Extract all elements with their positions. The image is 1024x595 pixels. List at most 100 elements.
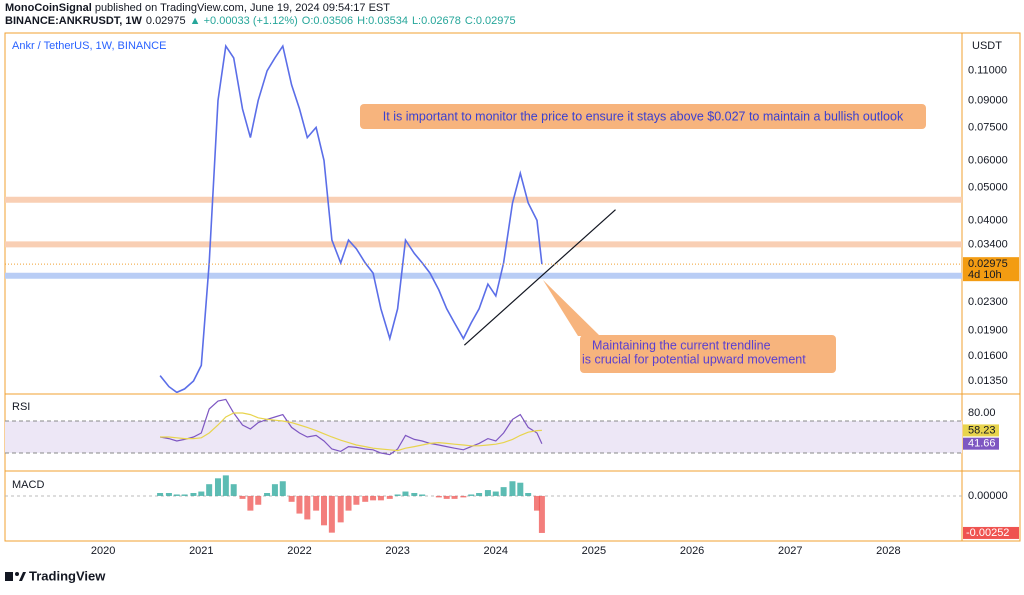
x-tick-label: 2024 (484, 545, 508, 557)
rsi-value-label: 58.23 (968, 424, 996, 436)
annotation: Maintaining the current trendline (592, 338, 771, 352)
macd-bar (484, 490, 491, 496)
y-tick-label: 0.00000 (968, 490, 1008, 502)
logo-text: TradingView (29, 568, 106, 583)
last: 0.02975 (146, 15, 186, 27)
macd-bar (377, 495, 384, 501)
macd-bar (288, 495, 295, 502)
y-tick-label: 0.11000 (968, 65, 1007, 77)
macd-bar (468, 494, 475, 496)
y-tick-label: 0.02300 (968, 296, 1008, 308)
macd-bar (370, 495, 377, 501)
countdown: 4d 10h (968, 269, 1002, 281)
annotation-pointer (543, 280, 600, 336)
macd-value-box (963, 526, 1019, 539)
header-line: MonoCoinSignal published on TradingView.… (5, 2, 390, 14)
macd-bar (313, 495, 320, 511)
logo (5, 572, 26, 581)
macd-value-label: -0.00252 (966, 527, 1009, 539)
macd-bar (538, 495, 545, 533)
pane-title: Ankr / TetherUS, 1W, BINANCE (12, 40, 166, 52)
y-tick-label: 0.04000 (968, 214, 1008, 226)
macd-bar (525, 493, 532, 496)
macd-bar (165, 493, 172, 496)
y-tick-label: 0.06000 (968, 154, 1008, 166)
macd-bar (411, 493, 418, 496)
macd-bar (460, 495, 467, 498)
macd-bar (173, 494, 180, 496)
macd-bar (517, 482, 524, 496)
y-tick-label: 0.01350 (968, 375, 1008, 387)
macd-bar (198, 491, 205, 496)
annotation: It is important to monitor the price to … (383, 109, 904, 123)
macd-bar (353, 495, 360, 505)
macd-bar (533, 495, 540, 511)
rsi-band (5, 421, 962, 453)
annotation-box (580, 335, 836, 373)
header-line: BINANCE:ANKRUSDT, 1W 0.02975 ▲ +0.00033 (+… (5, 15, 516, 27)
x-tick-label: 2026 (680, 545, 704, 557)
y-tick-label: 0.05000 (968, 181, 1008, 193)
price-pane (5, 43, 962, 393)
macd-bar (394, 494, 401, 496)
macd-bar (279, 481, 286, 496)
chart-frame (4, 32, 1021, 542)
x-tick-label: 2028 (876, 545, 900, 557)
x-tick-label: 2027 (778, 545, 802, 557)
macd-bar (345, 495, 352, 511)
rsi-value-box (963, 437, 999, 450)
macd-bar (500, 487, 507, 496)
pane-title: MACD (12, 479, 44, 491)
y-tick-label: 0.01600 (968, 350, 1008, 362)
macd-bar (321, 495, 327, 526)
macd-bar (443, 495, 450, 499)
rsi-value-label: 41.66 (968, 438, 996, 450)
open: O:0.03506 (302, 15, 353, 27)
change: ▲ +0.00033 (+1.12%) (190, 15, 298, 27)
axis-unit: USDT (972, 40, 1002, 52)
macd-bar (206, 484, 213, 496)
symbol: BINANCE:ANKRUSDT, 1W (5, 15, 143, 27)
macd-bar (296, 495, 303, 514)
macd-bar (230, 484, 237, 496)
x-tick-label: 2022 (287, 545, 311, 557)
macd-bar (222, 475, 229, 496)
price-line (159, 43, 543, 393)
x-tick-label: 2021 (189, 545, 213, 557)
y-tick-label: 0.09000 (968, 94, 1008, 106)
macd-bar (419, 494, 426, 496)
annotation-box (360, 104, 926, 129)
macd-bar (181, 494, 188, 496)
macd-bar (402, 491, 409, 496)
macd-bar (247, 495, 254, 511)
macd-bar (492, 491, 499, 496)
macd-bar (435, 495, 442, 498)
macd-bar (362, 495, 369, 502)
macd-bar (337, 495, 344, 523)
high: H:0.03534 (357, 15, 408, 27)
macd-bar (509, 481, 516, 496)
y-tick-label: 80.00 (968, 407, 996, 419)
macd-bar (328, 495, 335, 533)
y-tick-label: 0.03400 (968, 238, 1008, 250)
macd-bar (476, 493, 483, 496)
pane-title: RSI (12, 401, 30, 413)
x-tick-label: 2020 (91, 545, 115, 557)
last-price-box (963, 257, 1019, 282)
macd-bar (386, 495, 393, 499)
rsi-line (160, 412, 542, 452)
trendline (463, 209, 616, 346)
rsi-value-box (963, 424, 999, 437)
macd-bar (264, 493, 271, 496)
macd-bar (255, 495, 262, 505)
author: MonoCoinSignal (5, 2, 92, 14)
rsi-line (159, 398, 543, 456)
macd-bar (304, 495, 311, 520)
macd-bar (271, 484, 278, 496)
annotation: is crucial for potential upward movement (582, 352, 806, 366)
macd-bar (190, 493, 197, 496)
macd-bar (214, 478, 221, 496)
macd-bar (451, 495, 458, 499)
published: published on TradingView.com, June 19, 2… (92, 2, 391, 14)
